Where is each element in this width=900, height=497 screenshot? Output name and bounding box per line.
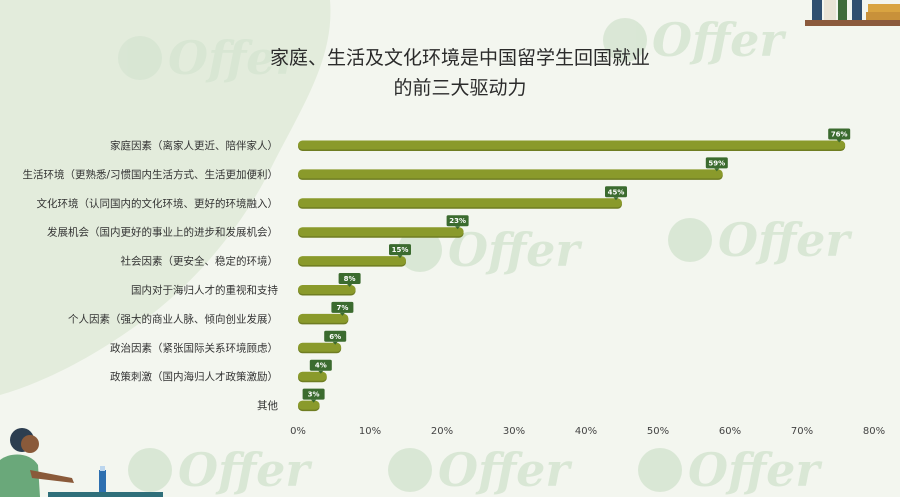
bookshelf-illustration [805,0,900,26]
bar [298,371,327,381]
chart-title-line-2: 的前三大驱动力 [393,77,526,99]
x-tick-label: 70% [791,426,813,437]
watermark-text: Offer [178,443,313,497]
x-tick-label: 0% [290,426,306,437]
value-bubble-pointer [332,341,338,345]
x-tick-label: 10% [359,426,381,437]
person-illustration [0,428,163,497]
value-bubble [331,301,354,313]
bar [298,140,846,150]
bar [298,227,464,237]
value-label: 6% [329,333,341,341]
watermark-text: Offer [688,443,823,497]
value-bubble [446,215,469,227]
x-tick-label: 30% [503,426,525,437]
value-bubble-pointer [836,139,842,143]
category-label: 个人因素（强大的商业人脉、倾向创业发展） [68,312,278,325]
bar [298,342,342,352]
value-bubble-pointer [397,255,403,259]
value-bubble-pointer [311,399,317,403]
watermark-logo: Offer [638,443,823,497]
value-bubble [605,186,627,198]
watermark-logo: Offer [118,31,303,85]
value-bubble-pointer [318,370,324,374]
x-tick-label: 50% [647,426,669,437]
value-label: 45% [608,188,625,196]
value-bubble-pointer [347,284,353,287]
x-tick-label: 60% [719,426,741,437]
value-label: 23% [449,217,466,225]
category-label: 国内对于海归人才的重视和支持 [131,284,278,297]
watermark-layer: Offer Offer Offer Offer Offer Offer Offe… [118,13,853,497]
value-label: 59% [708,159,725,167]
value-bubble [324,330,347,342]
category-label: 生活环境（更熟悉/习惯国内生活方式、生活更加便利） [22,168,278,181]
watermark-logo: Offer [603,13,787,67]
category-label: 发展机会（国内更好的事业上的进步和发展机会） [47,226,278,239]
watermark-logo: Offer [388,443,573,497]
bar [298,313,349,323]
value-label: 7% [336,304,348,312]
value-bubble [389,244,411,256]
value-label: 4% [315,362,327,370]
watermark-text: Offer [652,13,787,67]
value-bubble [705,157,728,169]
value-label: 3% [308,391,320,399]
bars-group: 76% 59% 45% 23% 15% 8% 7% 6% 4% 3% [298,128,851,412]
x-tick-label: 20% [431,426,453,437]
watermark-logo: Offer [128,443,313,497]
watermark-logo: Offer [398,223,583,277]
bar [298,169,723,179]
decor-blob [0,0,331,395]
bar [298,256,406,266]
value-label: 8% [344,275,356,283]
category-label: 政策刺激（国内海归人才政策激励） [110,370,278,383]
watermark-text: Offer [718,213,853,267]
watermark-text: Offer [168,31,303,85]
watermark-text: Offer [438,443,573,497]
value-bubble-pointer [455,226,461,230]
category-labels: 家庭因素（离家人更近、陪伴家人） 生活环境（更熟悉/习惯国内生活方式、生活更加便利… [22,139,278,412]
value-label: 76% [831,131,848,139]
value-bubble [309,359,332,371]
x-tick-label: 80% [863,426,885,437]
x-axis: 0% 10% 20% 30% 40% 50% 60% 70% 80% [290,426,885,437]
bar [298,198,622,208]
value-label: 15% [392,246,409,254]
category-label: 社会因素（更安全、稳定的环境） [121,255,279,268]
category-label: 文化环境（认同国内的文化环境、更好的环境融入） [37,197,279,210]
category-label: 家庭因素（离家人更近、陪伴家人） [110,139,278,152]
value-bubble-pointer [339,312,345,316]
value-bubble-pointer [714,168,720,172]
bar [298,400,320,410]
value-bubble [338,273,361,284]
bar [298,285,356,294]
watermark-text: Offer [448,223,583,277]
watermark-logo: Offer [668,213,853,267]
x-tick-label: 40% [575,426,597,437]
value-bubble-pointer [613,197,619,201]
value-bubble [828,128,851,140]
value-bubble [302,388,325,400]
category-label: 政治因素（紧张国际关系环境顾虑） [110,341,278,354]
category-label: 其他 [257,399,278,412]
chart-title-line-1: 家庭、生活及文化环境是中国留学生回国就业 [270,47,650,69]
